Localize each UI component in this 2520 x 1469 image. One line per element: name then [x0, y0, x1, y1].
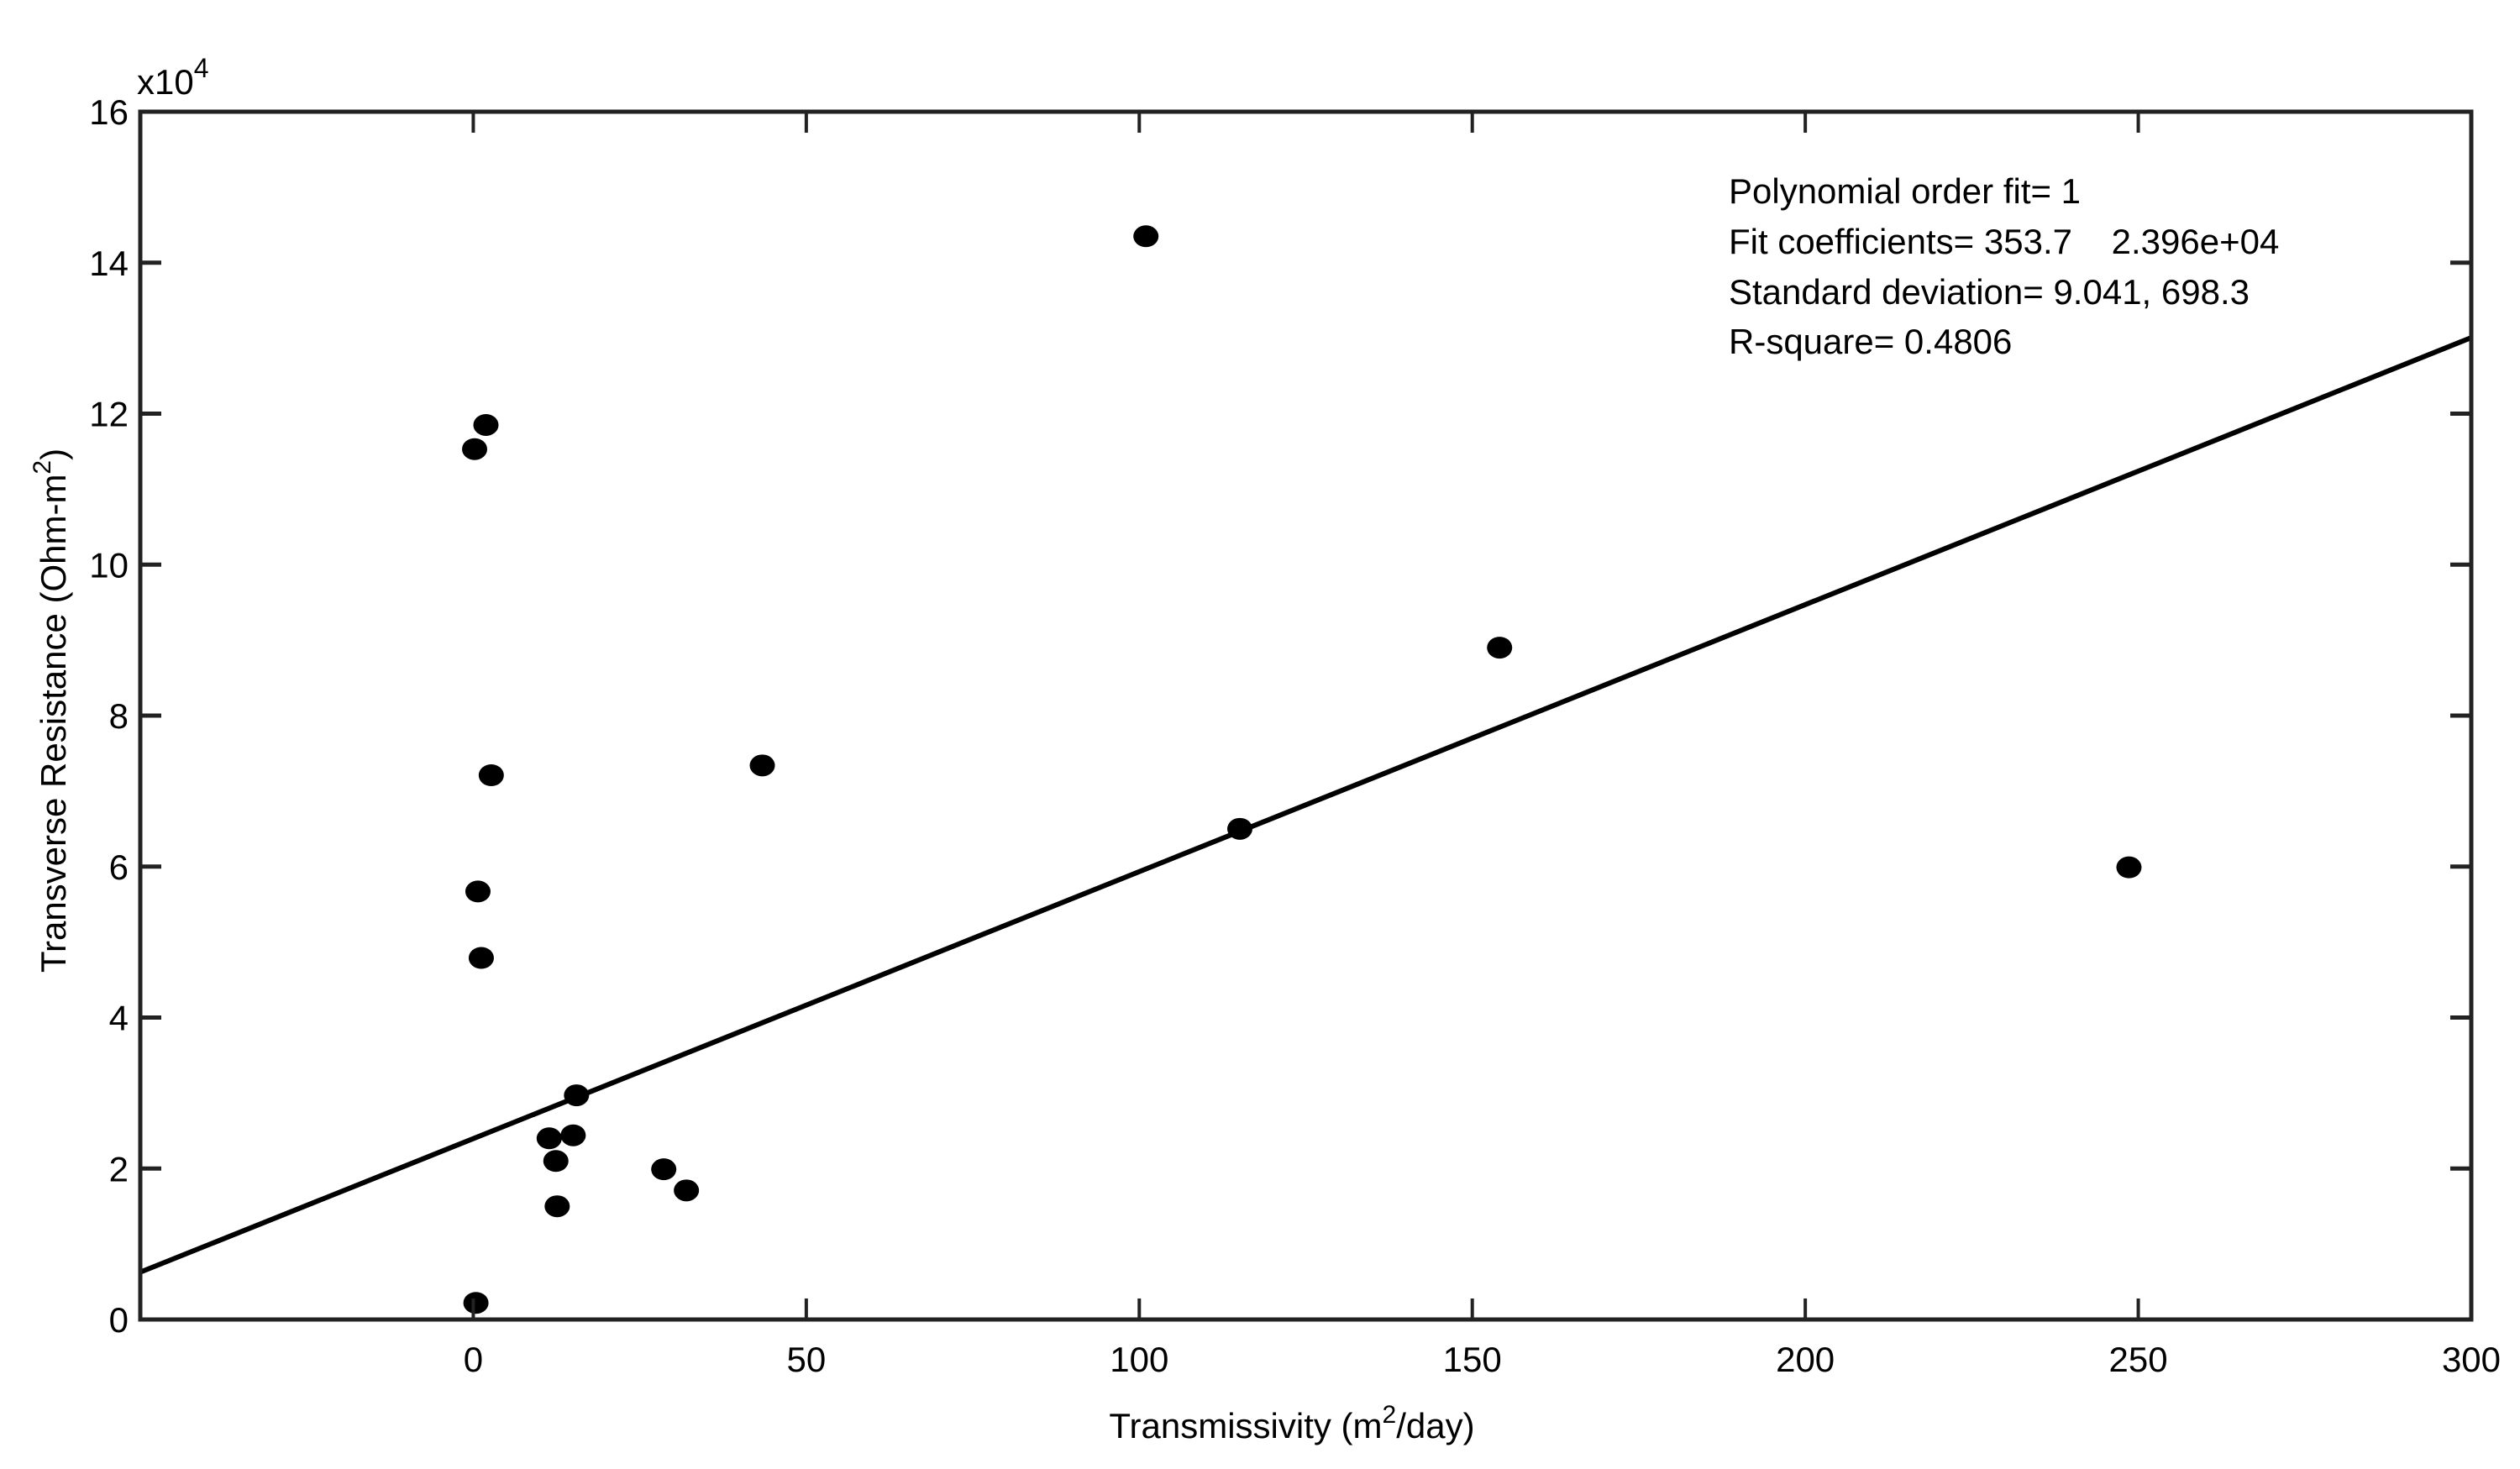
y-tick-label: 10: [89, 545, 129, 585]
data-point: [1227, 817, 1253, 840]
x-tick-label: 300: [2442, 1340, 2501, 1379]
fit-annotation: Polynomial order fit= 1 Fit coefficients…: [1729, 171, 2279, 361]
y-tick-label: 2: [109, 1149, 129, 1188]
y-tick-label: 4: [109, 999, 129, 1038]
annotation-rsquare: R-square= 0.4806: [1729, 322, 2012, 361]
data-point: [1487, 637, 1513, 659]
y-tick-label: 8: [109, 696, 129, 736]
data-point: [543, 1150, 569, 1173]
y-tick-label: 12: [89, 395, 129, 434]
chart-marks: [139, 225, 2473, 1314]
x-tick-label: 0: [464, 1340, 483, 1379]
data-point: [473, 413, 499, 436]
data-point: [468, 947, 494, 969]
data-point: [536, 1127, 562, 1150]
data-point: [465, 880, 491, 903]
y-tick-label: 0: [109, 1300, 129, 1340]
axis-ticks: 0 50 100 150 200 250 300 0 2 4 6 8 10 12 14 16: [89, 92, 2501, 1379]
x-tick-label: 200: [1776, 1340, 1835, 1379]
data-point: [463, 1292, 489, 1314]
data-point: [564, 1084, 590, 1107]
y-tick-label: 14: [89, 244, 129, 283]
data-point: [674, 1179, 700, 1202]
x-tick-label: 50: [786, 1340, 826, 1379]
data-point: [1133, 225, 1159, 248]
data-point: [560, 1124, 586, 1146]
data-point: [651, 1158, 677, 1181]
data-point: [2116, 856, 2142, 879]
x-tick-label: 250: [2109, 1340, 2168, 1379]
data-point: [478, 764, 504, 787]
x-tick-label: 150: [1443, 1340, 1502, 1379]
data-point: [544, 1195, 570, 1218]
data-point: [749, 754, 775, 777]
annotation-std: Standard deviation= 9.041, 698.3: [1729, 272, 2250, 312]
y-axis-label: Transverse Resistance (Ohm-m2): [29, 449, 73, 973]
y-tick-label: 16: [89, 92, 129, 132]
y-multiplier: x104: [137, 53, 209, 102]
x-tick-label: 100: [1110, 1340, 1168, 1379]
annotation-order: Polynomial order fit= 1: [1729, 171, 2081, 211]
x-axis-label: Transmissivity (m2/day): [1109, 1401, 1474, 1445]
y-tick-label: 6: [109, 847, 129, 887]
fit-line: [139, 335, 2473, 1275]
data-point: [462, 438, 488, 460]
annotation-coefficients: Fit coefficients= 353.7 2.396e+04: [1729, 222, 2279, 261]
